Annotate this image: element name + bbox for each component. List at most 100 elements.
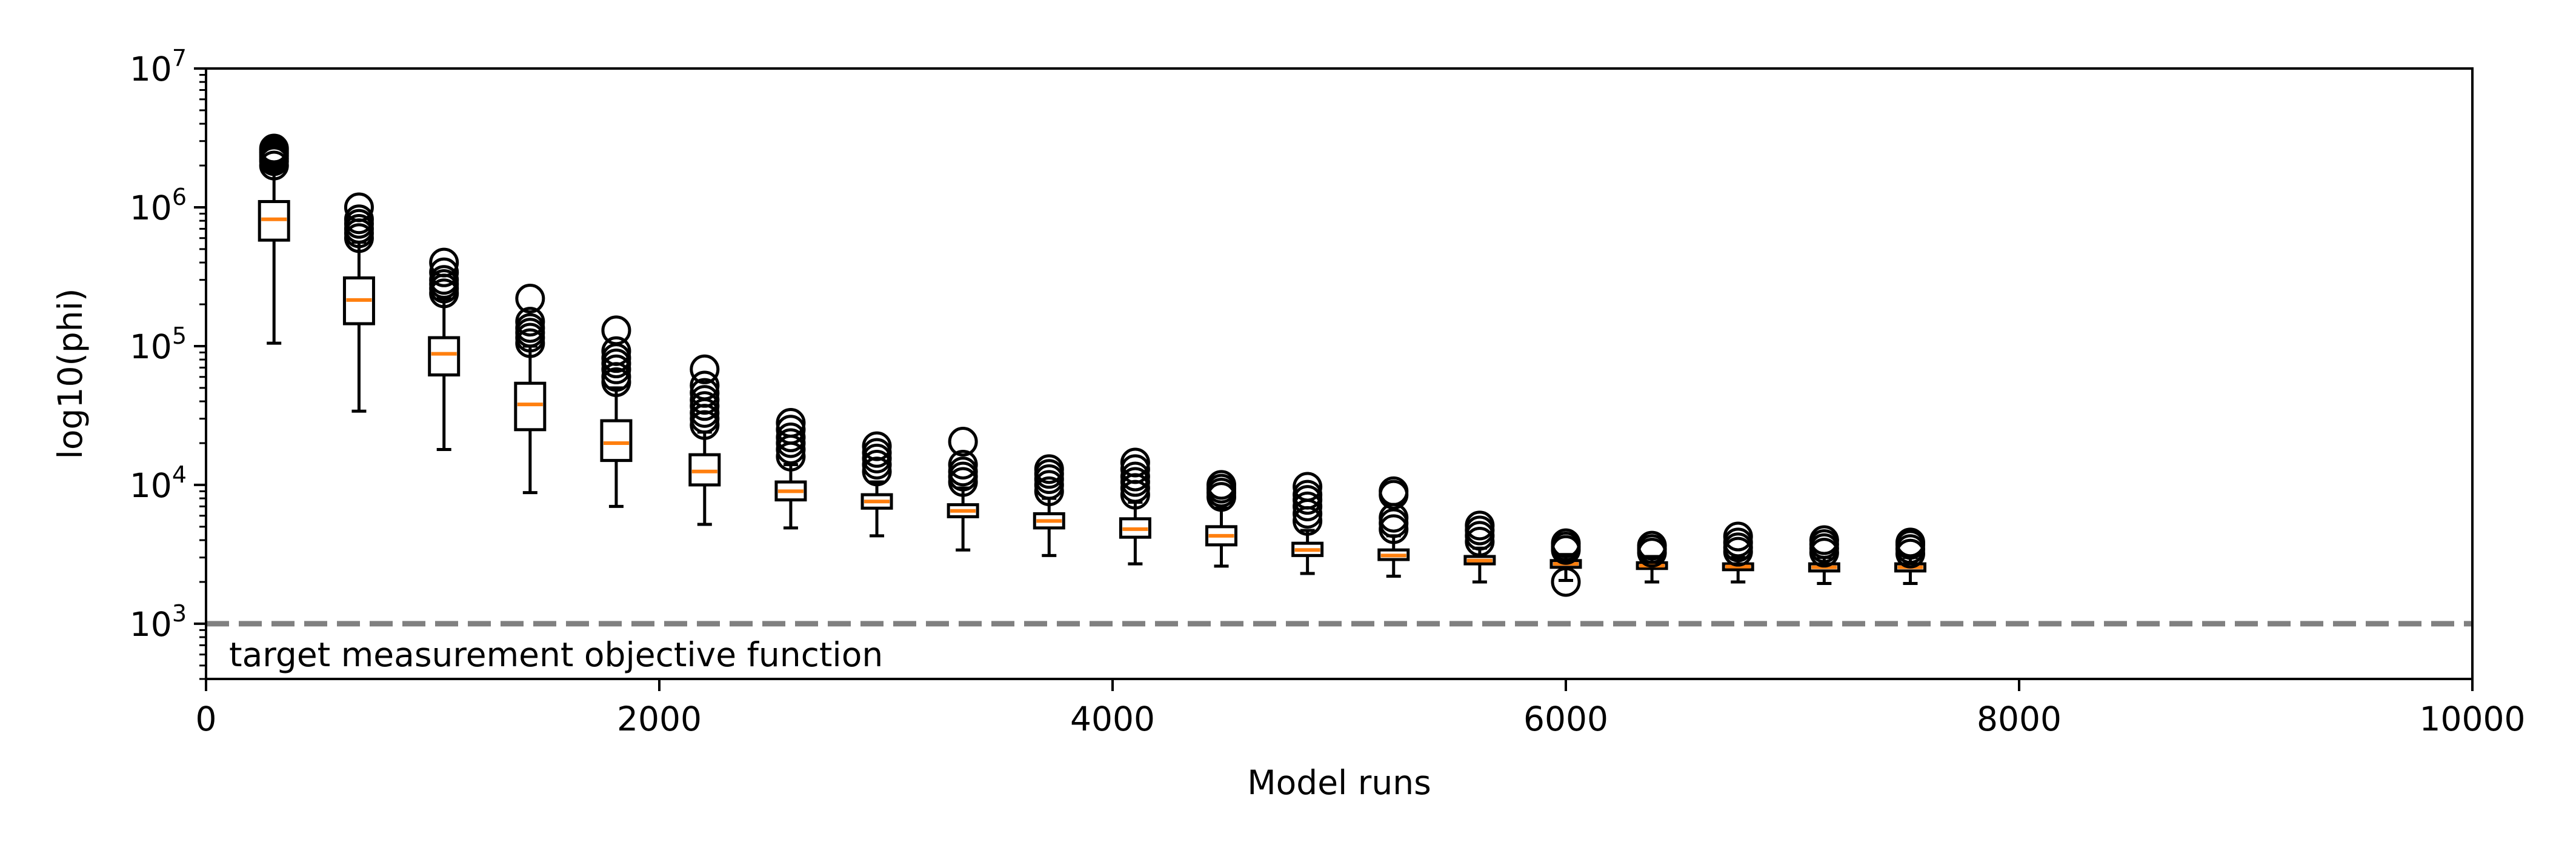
outlier-point (1293, 480, 1323, 510)
y-tick-label: 106 (130, 184, 187, 227)
outlier-point (948, 456, 978, 487)
y-tick-label: 105 (130, 323, 187, 366)
box-plot-16 (1549, 528, 1582, 597)
outlier-point (862, 431, 892, 461)
x-axis-label: Model runs (1247, 763, 1431, 802)
box-plot-7 (774, 408, 807, 530)
outlier-point (776, 423, 806, 453)
y-tick-exponent: 6 (172, 184, 187, 210)
target-line-label: target measurement objective function (229, 635, 883, 674)
box (1033, 512, 1065, 530)
outlier-point (515, 284, 545, 314)
box-plot-2 (342, 192, 375, 413)
box-plot-5 (600, 315, 633, 508)
y-tick-exponent: 5 (172, 323, 187, 349)
y-tick-label: 103 (130, 600, 187, 644)
plot-frame (205, 67, 2474, 680)
box-plot-10 (1033, 454, 1065, 557)
x-tick-label: 0 (196, 700, 217, 738)
y-tick-base: 10 (130, 466, 172, 505)
outlier-point (429, 247, 459, 278)
x-tick-label: 6000 (1523, 700, 1608, 738)
box (947, 503, 979, 518)
box-plot-19 (1808, 525, 1840, 585)
box-plot-12 (1205, 470, 1238, 568)
box-plot-8 (860, 431, 893, 538)
box-plot-6 (688, 354, 721, 526)
x-tick-label: 4000 (1070, 700, 1155, 738)
box (1119, 517, 1151, 539)
outlier-point (1637, 530, 1667, 561)
outlier-point (1723, 521, 1753, 552)
y-tick-base: 10 (130, 50, 172, 89)
box-plot-13 (1291, 472, 1324, 575)
y-tick-base: 10 (130, 605, 172, 644)
box-plot-17 (1636, 530, 1668, 584)
y-tick-exponent: 4 (172, 461, 187, 488)
outlier-point (948, 427, 978, 457)
outlier-point (690, 378, 720, 408)
outlier-point (690, 385, 720, 415)
y-tick-base: 10 (130, 327, 172, 366)
outlier-point (1120, 461, 1150, 492)
outlier-point (690, 370, 720, 401)
y-tick-exponent: 7 (172, 45, 187, 72)
box-plot-18 (1722, 521, 1754, 584)
box-plot-9 (947, 427, 979, 552)
box-plot-14 (1377, 476, 1410, 578)
x-axis: 0 2000 4000 6000 8000 10000 (196, 679, 2526, 738)
outlier-point (1465, 510, 1495, 541)
box (428, 336, 461, 376)
outlier-point (1034, 454, 1064, 484)
outlier-point (259, 133, 289, 164)
outlier-point (1809, 525, 1839, 555)
outlier-point (776, 408, 806, 438)
y-tick-base: 10 (130, 189, 172, 227)
box-plot-15 (1463, 510, 1496, 584)
x-tick-label: 10000 (2420, 700, 2526, 738)
outlier-point (1895, 527, 1925, 558)
outlier-point (690, 354, 720, 384)
x-tick-label: 8000 (1977, 700, 2062, 738)
outlier-point (601, 336, 631, 366)
x-tick-label: 2000 (617, 700, 702, 738)
box (1291, 541, 1324, 557)
outlier-point (344, 204, 374, 235)
box (688, 453, 721, 487)
outlier-point (862, 438, 892, 468)
outlier-point (1551, 567, 1581, 597)
y-axis-label: log10(phi) (51, 289, 90, 460)
outlier-point (344, 192, 374, 222)
box-plot-11 (1119, 447, 1151, 566)
box (1377, 548, 1410, 561)
box (514, 381, 547, 432)
box-plot-1 (258, 133, 290, 345)
box-plot-4 (514, 284, 547, 495)
box (258, 199, 290, 242)
outlier-point (1379, 476, 1409, 506)
outlier-point (948, 449, 978, 480)
outlier-point (1120, 447, 1150, 478)
box (1205, 525, 1238, 547)
y-tick-label: 104 (130, 461, 187, 505)
box (860, 493, 893, 510)
box-plot-20 (1894, 527, 1926, 585)
outlier-point (515, 307, 545, 337)
outlier-point (601, 315, 631, 346)
box-plots (258, 133, 1926, 597)
y-tick-label: 107 (130, 45, 187, 89)
outlier-point (1120, 454, 1150, 484)
box (774, 480, 807, 502)
box (600, 419, 633, 463)
outlier-point (776, 415, 806, 445)
y-tick-exponent: 3 (172, 600, 187, 627)
box-plot-3 (428, 247, 461, 451)
outlier-point (1206, 470, 1237, 500)
target-line-group: target measurement objective function (206, 621, 2472, 674)
box (342, 276, 375, 326)
outlier-point (1293, 472, 1323, 502)
outlier-point (1551, 528, 1581, 558)
